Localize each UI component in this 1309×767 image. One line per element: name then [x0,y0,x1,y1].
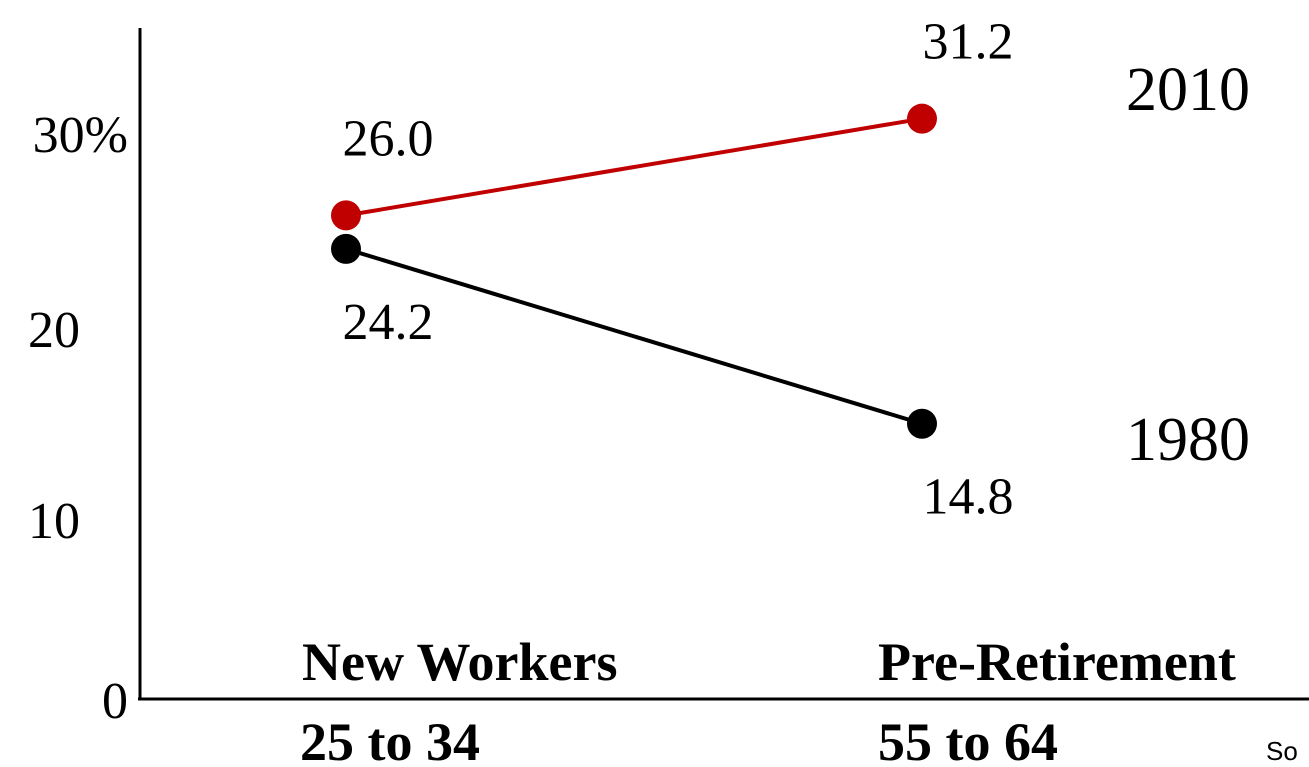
series-label-2010: 2010 [1126,56,1250,124]
series-label-1980: 1980 [1126,406,1250,474]
y-tick-label: 0 [102,673,128,730]
x-tick-label-25-to-34: 25 to 34 [300,712,480,767]
category-title-new-workers: New Workers [302,632,617,692]
category-title-pre-retirement: Pre-Retirement [878,632,1236,692]
source-note: So [1266,736,1298,766]
data-label-1980-new-workers: 24.2 [343,294,434,351]
data-label-1980-pre-retirement: 14.8 [923,469,1014,526]
y-tick-label: 20 [28,302,80,359]
data-point-1980-pre-retirement [907,408,937,439]
data-point-1980-new-workers [331,233,361,264]
data-point-2010-new-workers [331,200,361,231]
series-line-1980 [345,246,923,426]
y-tick-label: 30% [33,107,128,164]
data-label-2010-pre-retirement: 31.2 [923,14,1014,71]
series-line-2010 [345,116,923,218]
y-tick-label: 10 [28,493,80,550]
data-point-2010-pre-retirement [907,103,937,134]
x-tick-label-55-to-64: 55 to 64 [878,712,1058,767]
data-label-2010-new-workers: 26.0 [343,110,434,167]
